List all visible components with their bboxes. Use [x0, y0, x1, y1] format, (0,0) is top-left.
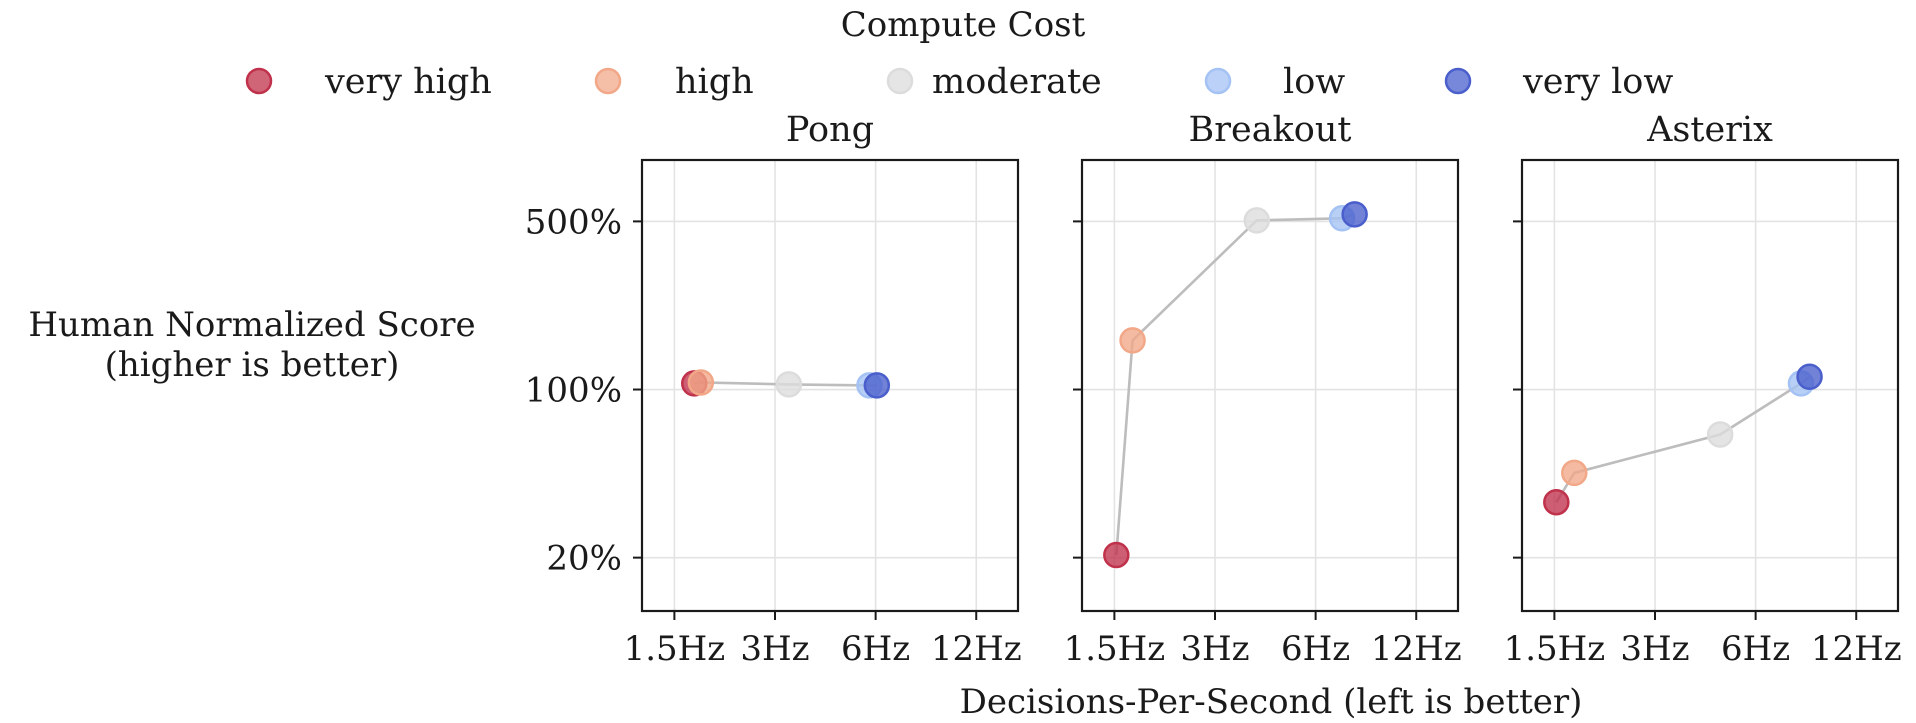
legend-marker-moderate	[886, 67, 914, 95]
panel-breakout: Breakout 1.5Hz 3Hz 6Hz 12Hz	[1064, 110, 1462, 669]
data-point-high	[1561, 459, 1588, 487]
legend-label-very-high: very high	[324, 62, 492, 102]
x-tick-label: 3Hz	[1180, 629, 1249, 669]
data-point-very-low	[1341, 201, 1368, 228]
panel-frame	[1080, 158, 1460, 613]
legend-label-low: low	[1283, 62, 1345, 102]
panel-title: Pong	[786, 110, 874, 150]
series-line	[1555, 375, 1811, 503]
panel-frame	[640, 158, 1020, 613]
legend-marker-low	[1204, 67, 1232, 95]
y-tick-label: 20%	[546, 539, 622, 579]
x-tick-label: 6Hz	[1721, 629, 1790, 669]
x-tick-label: 1.5Hz	[1064, 629, 1166, 669]
x-tick-label: 12Hz	[1371, 629, 1462, 669]
data-point-moderate	[1706, 421, 1734, 448]
y-axis-label-line-2: (higher is better)	[105, 345, 400, 385]
legend-title: Compute Cost	[841, 5, 1086, 45]
x-tick-label: 6Hz	[841, 629, 910, 669]
legend-label-high: high	[675, 62, 754, 102]
data-point-high	[1119, 327, 1146, 354]
y-axis-label-line-1: Human Normalized Score	[28, 305, 475, 345]
legend-marker-very-low	[1444, 67, 1472, 95]
x-tick-label: 3Hz	[1620, 629, 1689, 669]
data-point-moderate	[775, 371, 803, 398]
legend: Compute Cost very high high moderate low ver…	[245, 5, 1673, 102]
panel-asterix: Asterix 1.5Hz 3Hz 6Hz 12Hz	[1504, 110, 1902, 669]
legend-marker-high	[594, 67, 622, 95]
data-point-very-low	[1796, 363, 1823, 391]
data-point-moderate	[1243, 207, 1271, 234]
panel-title: Breakout	[1189, 110, 1352, 150]
series-line	[1115, 213, 1356, 556]
data-point-very-high	[1543, 488, 1570, 516]
panel-pong: Pong 1.5Hz 3Hz 6Hz 12Hz	[624, 110, 1022, 669]
panel-title: Asterix	[1646, 110, 1773, 150]
x-axis-label: Decisions-Per-Second (left is better)	[960, 682, 1583, 722]
x-tick-label: 12Hz	[1811, 629, 1902, 669]
legend-label-moderate: moderate	[932, 62, 1102, 102]
legend-items: very high high moderate low very low	[245, 62, 1673, 102]
legend-label-very-low: very low	[1522, 62, 1673, 102]
x-tick-label: 6Hz	[1281, 629, 1350, 669]
y-tick-labels: 20% 100% 500%	[525, 202, 622, 578]
x-tick-label: 1.5Hz	[1504, 629, 1606, 669]
x-tick-label: 12Hz	[931, 629, 1022, 669]
x-tick-label: 3Hz	[740, 629, 809, 669]
legend-marker-very-high	[245, 67, 273, 95]
data-point-very-high	[1103, 541, 1130, 569]
panels: Pong 1.5Hz 3Hz 6Hz 12Hz Breakout 1.5Hz 3Hz 6Hz 12…	[624, 110, 1902, 669]
y-tick-label: 500%	[525, 202, 622, 242]
y-tick-label: 100%	[525, 371, 622, 411]
panel-frame	[1520, 158, 1900, 613]
data-point-very-low	[863, 372, 891, 399]
data-point-high	[687, 369, 715, 396]
x-tick-label: 1.5Hz	[624, 629, 726, 669]
